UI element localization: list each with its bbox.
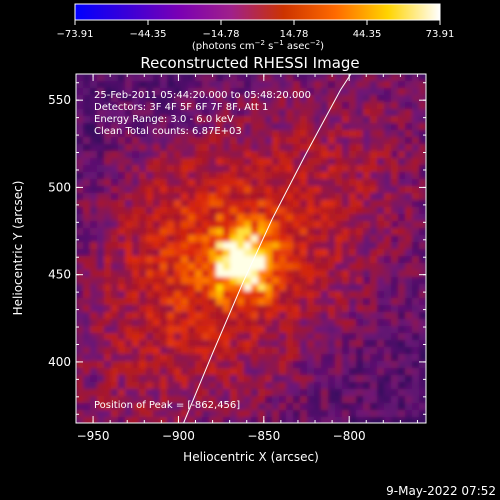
colorbar-tick-label: 73.91 (426, 29, 455, 40)
y-tick-label: 500 (48, 180, 71, 194)
y-tick-label: 450 (48, 268, 71, 282)
colorbar-ticks: −73.91 −44.35 −14.78 14.78 44.35 73.91 (56, 20, 454, 40)
y-axis-label: Heliocentric Y (arcsec) (11, 181, 25, 316)
info-line-time: 25-Feb-2011 05:44:20.000 to 05:48:20.000 (94, 90, 311, 101)
info-line-counts: Clean Total counts: 6.87E+03 (94, 126, 242, 137)
x-tick-label: −900 (162, 429, 195, 443)
colorbar-tick-label: −44.35 (129, 29, 166, 40)
heatmap-area (76, 74, 426, 423)
x-tick-label: −850 (247, 429, 280, 443)
solar-limb-curve (183, 74, 352, 423)
colorbar (74, 3, 441, 21)
x-axis-label: Heliocentric X (arcsec) (183, 450, 319, 464)
x-tick-label: −800 (333, 429, 366, 443)
colorbar-tick-label: 14.78 (280, 29, 309, 40)
x-axis-ticks: −950 −900 −850 −800 (75, 74, 418, 443)
chart-title: Reconstructed RHESSI Image (140, 54, 359, 72)
colorbar-tick-label: −73.91 (56, 29, 93, 40)
footer-date: 9-May-2022 07:52 (386, 484, 496, 498)
y-tick-label: 400 (48, 355, 71, 369)
peak-position-label: Position of Peak = [-862,456] (94, 400, 240, 411)
y-axis-ticks: 400 450 500 550 (48, 82, 426, 415)
colorbar-tick-label: −14.78 (202, 29, 239, 40)
colorbar-tick-label: 44.35 (353, 29, 382, 40)
colorbar-unit-label: (photons cm−2 s−1 asec−2) (192, 39, 324, 52)
y-tick-label: 550 (48, 93, 71, 107)
info-line-energy: Energy Range: 3.0 - 6.0 keV (94, 114, 234, 125)
x-tick-label: −950 (77, 429, 110, 443)
info-line-detectors: Detectors: 3F 4F 5F 6F 7F 8F, Att 1 (94, 102, 268, 113)
plot-frame (75, 73, 427, 424)
observation-info: 25-Feb-2011 05:44:20.000 to 05:48:20.000… (94, 90, 311, 137)
